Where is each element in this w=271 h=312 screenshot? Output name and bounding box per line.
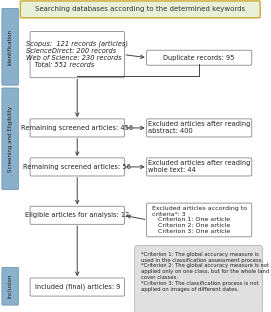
- Text: Duplicate records: 95: Duplicate records: 95: [163, 55, 235, 61]
- Text: Included (final) articles: 9: Included (final) articles: 9: [34, 284, 120, 290]
- FancyBboxPatch shape: [30, 278, 124, 296]
- Text: Inclusion: Inclusion: [8, 274, 13, 299]
- Text: Identification: Identification: [8, 29, 13, 65]
- FancyBboxPatch shape: [30, 158, 124, 176]
- FancyBboxPatch shape: [30, 206, 124, 224]
- Text: Excluded articles after reading
abstract: 400: Excluded articles after reading abstract…: [148, 121, 250, 134]
- Text: Remaining screened articles: 456: Remaining screened articles: 456: [21, 125, 133, 131]
- FancyBboxPatch shape: [135, 246, 262, 312]
- FancyBboxPatch shape: [147, 50, 252, 65]
- Text: Eligible articles for analysis: 12: Eligible articles for analysis: 12: [25, 212, 129, 218]
- FancyBboxPatch shape: [2, 267, 18, 305]
- FancyBboxPatch shape: [2, 88, 18, 190]
- FancyBboxPatch shape: [20, 1, 260, 18]
- FancyBboxPatch shape: [30, 32, 124, 78]
- Text: *Criterion 1: The global accuracy measure is
used in the classification assessme: *Criterion 1: The global accuracy measur…: [141, 252, 269, 292]
- Text: Excluded articles according to
criteria*: 3
   Criterion 1: One article
   Crite: Excluded articles according to criteria*…: [151, 206, 247, 234]
- FancyBboxPatch shape: [147, 119, 252, 137]
- Text: Screening and Eligibility: Screening and Eligibility: [8, 106, 13, 172]
- Text: Remaining screened articles: 56: Remaining screened articles: 56: [23, 164, 131, 170]
- FancyBboxPatch shape: [2, 8, 18, 85]
- Text: Scopus:  121 records (articles)
ScienceDirect: 200 records
Web of Science: 230 r: Scopus: 121 records (articles) ScienceDi…: [26, 41, 128, 68]
- FancyBboxPatch shape: [30, 119, 124, 137]
- FancyBboxPatch shape: [147, 203, 252, 237]
- FancyBboxPatch shape: [147, 158, 252, 176]
- Text: Excluded articles after reading
whole text: 44: Excluded articles after reading whole te…: [148, 160, 250, 173]
- Text: Searching databases according to the determined keywords: Searching databases according to the det…: [35, 6, 245, 12]
